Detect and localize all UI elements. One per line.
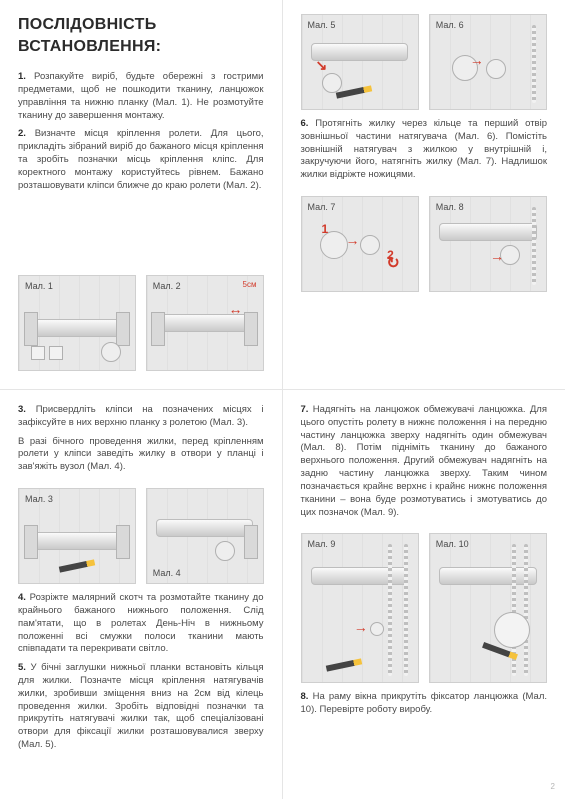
figure-row-5-6: Мал. 5 ↘ Мал. 6 → [301, 14, 548, 110]
step-5: 5. У бічні заглушки нижньої планки встан… [18, 662, 264, 752]
step-3-text-b: В разі бічного проведення жилки, перед к… [18, 436, 264, 473]
figure-8-label: Мал. 8 [436, 201, 464, 213]
page-title: ПОСЛІДОВНІСТЬ ВСТАНОВЛЕННЯ: [18, 14, 264, 57]
figure-7-label: Мал. 7 [308, 201, 336, 213]
figure-9: Мал. 9 → [301, 533, 419, 683]
figure-9-label: Мал. 9 [308, 538, 336, 550]
figure-row-3-4: Мал. 3 Мал. 4 [18, 488, 264, 584]
step-6-text: Протягніть жилку через кільце та перший … [301, 118, 548, 180]
quadrant-bottom-left: 3. Присвердліть кліпси на позначених міс… [0, 390, 283, 799]
step-1-num: 1. [18, 71, 26, 82]
figure-row-7-8: Мал. 7 1 2 → ↻ Мал. 8 → [301, 196, 548, 292]
figure-3: Мал. 3 [18, 488, 136, 584]
figure-6: Мал. 6 → [429, 14, 547, 110]
dimension-5cm: 5см [243, 280, 257, 291]
figure-8: Мал. 8 → [429, 196, 547, 292]
figure-4-label: Мал. 4 [153, 567, 181, 579]
step-3-num: 3. [18, 404, 26, 415]
figure-7: Мал. 7 1 2 → ↻ [301, 196, 419, 292]
figure-5-label: Мал. 5 [308, 19, 336, 31]
step-4-text: Розріжте малярний скотч та розмотайте тк… [18, 592, 264, 654]
figure-3-label: Мал. 3 [25, 493, 53, 505]
step-7: 7. Надягніть на ланцюжок обмежувачі ланц… [301, 404, 548, 519]
step-8-num: 8. [301, 691, 309, 702]
step-1-text: Розпакуйте виріб, будьте обережні з гост… [18, 71, 264, 120]
figure-1-label: Мал. 1 [25, 280, 53, 292]
quadrant-top-left: ПОСЛІДОВНІСТЬ ВСТАНОВЛЕННЯ: 1. Розпакуйт… [0, 0, 283, 390]
step-7-num: 7. [301, 404, 309, 415]
figure-2: Мал. 2 5см ↔ [146, 275, 264, 371]
figure-10: Мал. 10 [429, 533, 547, 683]
step-2-text: Визначте місця кріплення ролети. Для цьо… [18, 128, 264, 190]
step-3-text-a: Присвердліть кліпси на позначених місцях… [18, 404, 264, 428]
step-6-num: 6. [301, 118, 309, 129]
step-8: 8. На раму вікна прикрутіть фіксатор лан… [301, 691, 548, 717]
step-6: 6. Протягніть жилку через кільце та перш… [301, 118, 548, 182]
figure-1: Мал. 1 [18, 275, 136, 371]
quadrant-top-right: Мал. 5 ↘ Мал. 6 → 6. Протягніть жилку че… [283, 0, 565, 390]
step-4-num: 4. [18, 592, 26, 603]
quadrant-bottom-right: 7. Надягніть на ланцюжок обмежувачі ланц… [283, 390, 565, 799]
step-3b: В разі бічного проведення жилки, перед к… [18, 436, 264, 474]
step-4: 4. Розріжте малярний скотч та розмотайте… [18, 592, 264, 656]
figure-4: Мал. 4 [146, 488, 264, 584]
step-2-num: 2. [18, 128, 26, 139]
figure-2-label: Мал. 2 [153, 280, 181, 292]
figure-5: Мал. 5 ↘ [301, 14, 419, 110]
step-7-text: Надягніть на ланцюжок обмежувачі ланцюжк… [301, 404, 548, 518]
step-5-num: 5. [18, 662, 26, 673]
step-8-text: На раму вікна прикрутіть фіксатор ланцюж… [301, 691, 548, 715]
figure-6-label: Мал. 6 [436, 19, 464, 31]
step-1: 1. Розпакуйте виріб, будьте обережні з г… [18, 71, 264, 122]
figure-10-label: Мал. 10 [436, 538, 469, 550]
figure-row-1-2: Мал. 1 Мал. 2 5см ↔ [18, 275, 264, 371]
page-number: 2 [551, 782, 555, 793]
step-5-text: У бічні заглушки нижньої планки встанові… [18, 662, 264, 750]
step-3: 3. Присвердліть кліпси на позначених міс… [18, 404, 264, 430]
step-2: 2. Визначте місця кріплення ролети. Для … [18, 128, 264, 192]
figure-row-9-10: Мал. 9 → Мал. 10 [301, 533, 548, 683]
